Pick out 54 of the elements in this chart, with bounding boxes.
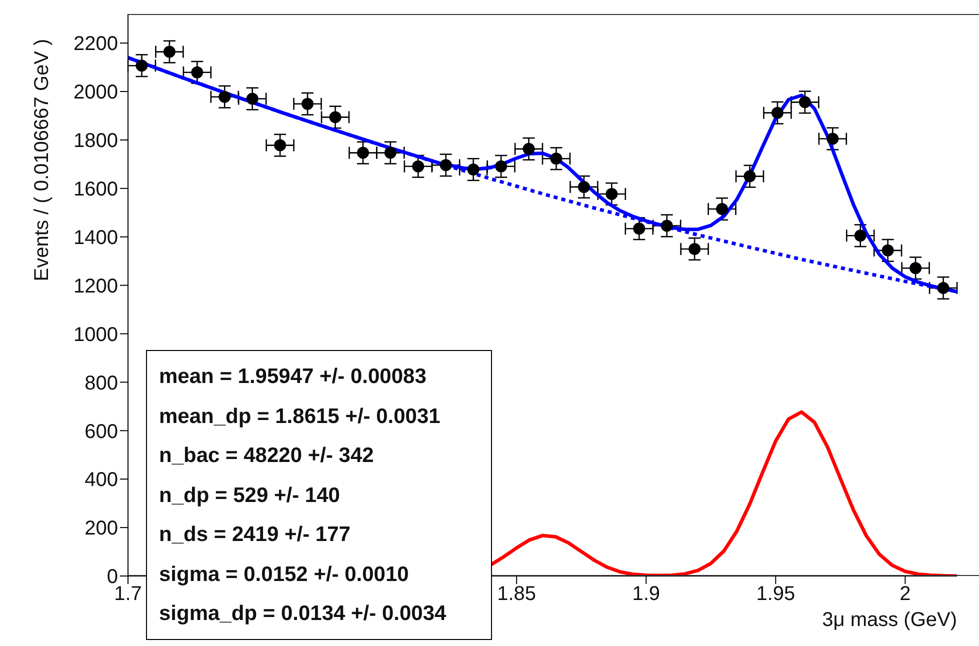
point: [522, 142, 535, 155]
annotation: mean = 1.95947 +/- 0.00083: [159, 364, 428, 390]
y-axis-title: Events / ( 0.0106667 GeV ): [31, 38, 53, 282]
point: [191, 66, 204, 78]
point: [550, 152, 562, 165]
point: [633, 222, 646, 235]
annotation: n_ds = 2419 +/- 177: [159, 522, 352, 548]
y-tick-label: 1400: [74, 226, 118, 249]
point: [771, 106, 784, 119]
y-tick-label: 600: [84, 420, 118, 443]
y-tick-label: 800: [84, 372, 118, 394]
point: [606, 188, 618, 200]
point: [136, 60, 148, 72]
y-tick-label: 1200: [74, 275, 118, 298]
annotation: sigma = 0.0152 +/- 0.0010: [159, 562, 410, 588]
x-tick-label: 1.85: [497, 583, 536, 606]
point: [163, 46, 176, 58]
annotation: n_dp = 529 +/- 140: [159, 482, 341, 508]
point: [688, 242, 701, 255]
y-tick-label: 1800: [74, 130, 118, 152]
point: [798, 96, 811, 108]
y-tick-label: 2000: [74, 82, 118, 104]
y-tick-label: 200: [84, 518, 118, 540]
point: [910, 262, 922, 274]
point: [384, 146, 396, 159]
x-axis-title: 3μ mass (GeV): [822, 609, 957, 631]
x-tick-label: 1.95: [756, 583, 796, 606]
y-tick-label: 1000: [74, 324, 118, 346]
point: [716, 203, 728, 216]
point: [660, 220, 673, 232]
point: [218, 90, 231, 103]
point: [937, 282, 950, 294]
point: [440, 159, 452, 172]
point: [495, 160, 508, 172]
point: [854, 230, 866, 242]
point: [274, 139, 286, 152]
point: [302, 98, 314, 110]
point: [467, 164, 480, 176]
point: [412, 160, 424, 172]
annotation: mean_dp = 1.8615 +/- 0.0031: [159, 404, 442, 430]
point: [882, 244, 894, 256]
point: [744, 170, 756, 182]
point: [826, 132, 839, 145]
y-tick-label: 2200: [74, 33, 118, 56]
point: [578, 180, 590, 193]
x-tick-label: 1.9: [632, 583, 660, 606]
y-tick-label: 1600: [74, 178, 118, 201]
point: [246, 92, 258, 105]
point: [329, 111, 342, 124]
x-tick-label: 2: [900, 583, 911, 606]
text: sigma_dp = 0.0134 +/- 0.0034: [159, 602, 446, 625]
annotation: n_bac = 48220 +/- 342: [159, 443, 375, 469]
point: [356, 146, 369, 159]
y-tick-label: 400: [84, 469, 118, 492]
